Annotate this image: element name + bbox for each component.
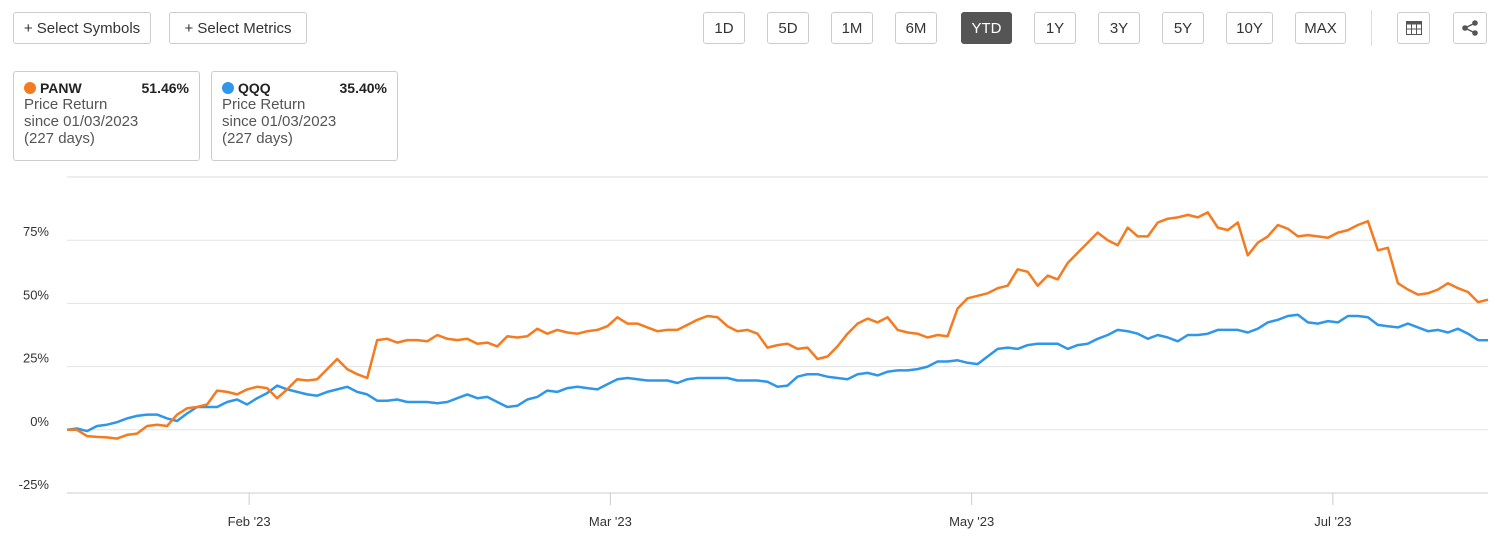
series-dot [24, 82, 36, 94]
y-tick-label: -25% [19, 477, 50, 492]
card-return: 51.46% [141, 80, 189, 96]
x-tick-label: May '23 [949, 514, 994, 529]
y-tick-label: 75% [23, 224, 49, 239]
y-tick-label: 0% [30, 414, 49, 429]
x-tick-label: Jul '23 [1314, 514, 1351, 529]
range-button[interactable]: 3Y [1098, 12, 1140, 44]
card-days: (227 days) [222, 130, 293, 147]
select-symbols-button[interactable]: + Select Symbols [13, 12, 151, 44]
x-tick-label: Feb '23 [228, 514, 271, 529]
range-button[interactable]: 5D [767, 12, 809, 44]
legend-card: QQQ 35.40% Price Return since 01/03/2023 (22… [211, 71, 398, 161]
card-header: QQQ 35.40% [222, 80, 387, 96]
card-symbol: PANW [40, 80, 82, 96]
x-tick-label: Mar '23 [589, 514, 632, 529]
card-since: since 01/03/2023 [24, 113, 139, 130]
card-metric: Price Return [222, 96, 306, 113]
select-metrics-button[interactable]: + Select Metrics [169, 12, 307, 44]
range-button[interactable]: YTD [961, 12, 1012, 44]
y-tick-label: 25% [23, 351, 49, 366]
table-icon [1405, 21, 1422, 35]
series-line [66, 313, 1489, 433]
series-line [67, 211, 1489, 440]
share-icon [1462, 20, 1478, 36]
card-symbol: QQQ [238, 80, 271, 96]
card-return: 35.40% [339, 80, 387, 96]
card-metric: Price Return [24, 96, 108, 113]
legend-card: PANW 51.46% Price Return since 01/03/2023 (2… [13, 71, 200, 161]
range-button[interactable]: 6M [895, 12, 937, 44]
range-button[interactable]: MAX [1295, 12, 1346, 44]
series-dot [222, 82, 234, 94]
separator [1371, 10, 1372, 46]
card-days: (227 days) [24, 130, 95, 147]
share-button[interactable] [1453, 12, 1487, 44]
y-tick-label: 50% [23, 287, 49, 302]
table-button[interactable] [1397, 12, 1430, 44]
range-button[interactable]: 5Y [1162, 12, 1204, 44]
range-button[interactable]: 1Y [1034, 12, 1076, 44]
card-header: PANW 51.46% [24, 80, 189, 96]
range-button[interactable]: 1M [831, 12, 873, 44]
range-button[interactable]: 10Y [1226, 12, 1273, 44]
range-button[interactable]: 1D [703, 12, 745, 44]
card-since: since 01/03/2023 [222, 113, 337, 130]
